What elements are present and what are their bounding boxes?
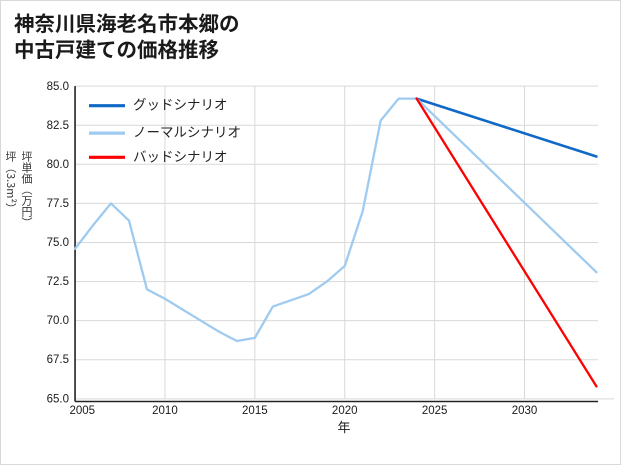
- svg-text:グッドシナリオ: グッドシナリオ: [133, 94, 228, 114]
- svg-text:82.5: 82.5: [47, 120, 69, 132]
- svg-text:2030: 2030: [512, 405, 538, 417]
- svg-text:67.5: 67.5: [47, 354, 69, 366]
- svg-text:75.0: 75.0: [47, 237, 69, 249]
- svg-text:65.0: 65.0: [47, 394, 69, 406]
- svg-text:2025: 2025: [422, 405, 448, 417]
- svg-text:2020: 2020: [332, 405, 358, 417]
- svg-text:2015: 2015: [242, 405, 268, 417]
- svg-text:2005: 2005: [70, 405, 96, 417]
- svg-text:年: 年: [337, 420, 350, 435]
- svg-text:77.5: 77.5: [47, 198, 69, 210]
- svg-text:バッドシナリオ: バッドシナリオ: [133, 145, 228, 165]
- svg-text:2010: 2010: [152, 405, 178, 417]
- svg-text:72.5: 72.5: [47, 276, 69, 288]
- svg-text:85.0: 85.0: [47, 81, 69, 93]
- svg-text:70.0: 70.0: [47, 315, 69, 327]
- svg-text:80.0: 80.0: [47, 159, 69, 171]
- svg-text:ノーマルシナリオ: ノーマルシナリオ: [133, 121, 241, 141]
